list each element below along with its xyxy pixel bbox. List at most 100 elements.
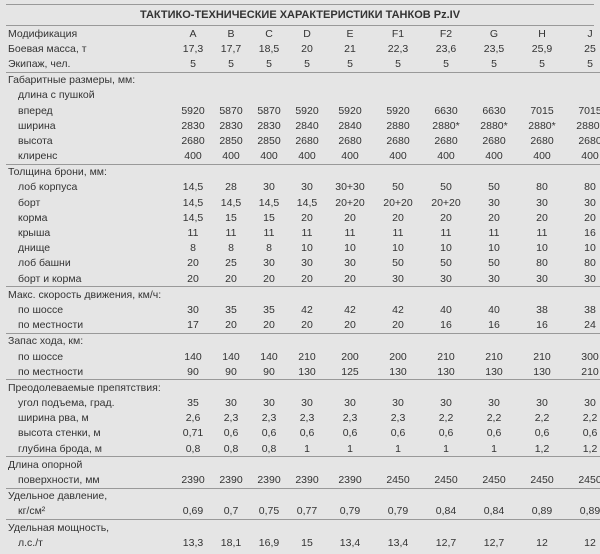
cell-value (470, 88, 518, 103)
cell-value: 5920 (174, 103, 212, 118)
cell-value (374, 380, 422, 396)
cell-value (518, 520, 566, 536)
cell-value (174, 380, 212, 396)
cell-value: 140 (250, 349, 288, 364)
cell-value: 20 (250, 318, 288, 334)
cell-value: 2,3 (374, 411, 422, 426)
row-label: ширина (6, 118, 174, 133)
cell-value: 30 (566, 271, 600, 287)
cell-value: 2680 (470, 133, 518, 148)
cell-value (326, 457, 374, 473)
cell-value (174, 520, 212, 536)
table-row: МодификацияABCDEF1F2GHJ (6, 26, 600, 41)
cell-value (326, 488, 374, 504)
cell-value (174, 88, 212, 103)
cell-value: 0,8 (250, 441, 288, 457)
cell-value: 2,6 (174, 411, 212, 426)
cell-value (374, 333, 422, 349)
cell-value: 10 (326, 241, 374, 256)
cell-value: 5920 (374, 103, 422, 118)
cell-value: 20 (174, 271, 212, 287)
cell-value: 400 (518, 149, 566, 165)
cell-value: 30 (422, 396, 470, 411)
cell-value: 5920 (326, 103, 374, 118)
cell-value: 30 (566, 396, 600, 411)
cell-value: 0,77 (288, 504, 326, 520)
cell-value: 20 (288, 271, 326, 287)
cell-value: 20 (212, 271, 250, 287)
cell-value (326, 520, 374, 536)
cell-value: 2830 (174, 118, 212, 133)
table-row: Удельное давление, (6, 488, 600, 504)
cell-value: 35 (174, 396, 212, 411)
cell-value: 2,2 (470, 411, 518, 426)
cell-value: 18,5 (250, 41, 288, 56)
table-row: вперед5920587058705920592059206630663070… (6, 103, 600, 118)
cell-value (288, 520, 326, 536)
cell-value: 0,7 (212, 504, 250, 520)
cell-value: 8 (174, 241, 212, 256)
cell-value: 2840 (288, 118, 326, 133)
row-label: глубина брода, м (6, 441, 174, 457)
cell-value: 2850 (212, 133, 250, 148)
cell-value: 20 (174, 256, 212, 271)
cell-value: 20 (288, 41, 326, 56)
cell-value: 400 (174, 149, 212, 165)
cell-value: 0,71 (174, 426, 212, 441)
cell-value (470, 457, 518, 473)
cell-value: 210 (422, 349, 470, 364)
cell-value: 11 (174, 225, 212, 240)
cell-value: 30 (518, 396, 566, 411)
cell-value: C (250, 26, 288, 41)
row-label: по местности (6, 318, 174, 334)
cell-value (212, 88, 250, 103)
cell-value (566, 88, 600, 103)
cell-value: 7015 (518, 103, 566, 118)
row-label: Удельное давление, (6, 488, 174, 504)
cell-value: 10 (470, 241, 518, 256)
cell-value: 42 (326, 302, 374, 317)
cell-value: 30 (174, 302, 212, 317)
cell-value: 30 (250, 256, 288, 271)
cell-value: 5 (566, 56, 600, 72)
row-label: угол подъема, град. (6, 396, 174, 411)
table-row: Преодолеваемые препятствия: (6, 380, 600, 396)
cell-value: 5 (518, 56, 566, 72)
cell-value: 210 (518, 349, 566, 364)
cell-value: 210 (470, 349, 518, 364)
cell-value: 20 (422, 210, 470, 225)
cell-value: 0,8 (212, 441, 250, 457)
cell-value (374, 457, 422, 473)
table-row: днище88810101010101010 (6, 241, 600, 256)
cell-value (250, 164, 288, 180)
table-row: ширина рва, м2,62,32,32,32,32,32,22,22,2… (6, 411, 600, 426)
cell-value: 5 (212, 56, 250, 72)
table-row: Толщина брони, мм: (6, 164, 600, 180)
cell-value (212, 380, 250, 396)
row-label: Длина опорной (6, 457, 174, 473)
cell-value: F1 (374, 26, 422, 41)
cell-value: 2880* (422, 118, 470, 133)
cell-value: 20+20 (422, 195, 470, 210)
row-label: по местности (6, 364, 174, 380)
cell-value (326, 380, 374, 396)
cell-value (174, 72, 212, 88)
row-label: Модификация (6, 26, 174, 41)
cell-value: 2880* (566, 118, 600, 133)
cell-value: 42 (288, 302, 326, 317)
cell-value: 35 (250, 302, 288, 317)
cell-value: 12,7 (422, 535, 470, 550)
cell-value: 25 (212, 256, 250, 271)
cell-value (250, 72, 288, 88)
cell-value: 1 (470, 441, 518, 457)
cell-value: G (470, 26, 518, 41)
cell-value (250, 333, 288, 349)
cell-value (288, 380, 326, 396)
cell-value: 20 (250, 271, 288, 287)
table-row: длина с пушкой (6, 88, 600, 103)
cell-value: 20 (374, 210, 422, 225)
cell-value: 0,8 (174, 441, 212, 457)
cell-value (288, 457, 326, 473)
cell-value: 23,6 (422, 41, 470, 56)
cell-value: 11 (326, 225, 374, 240)
